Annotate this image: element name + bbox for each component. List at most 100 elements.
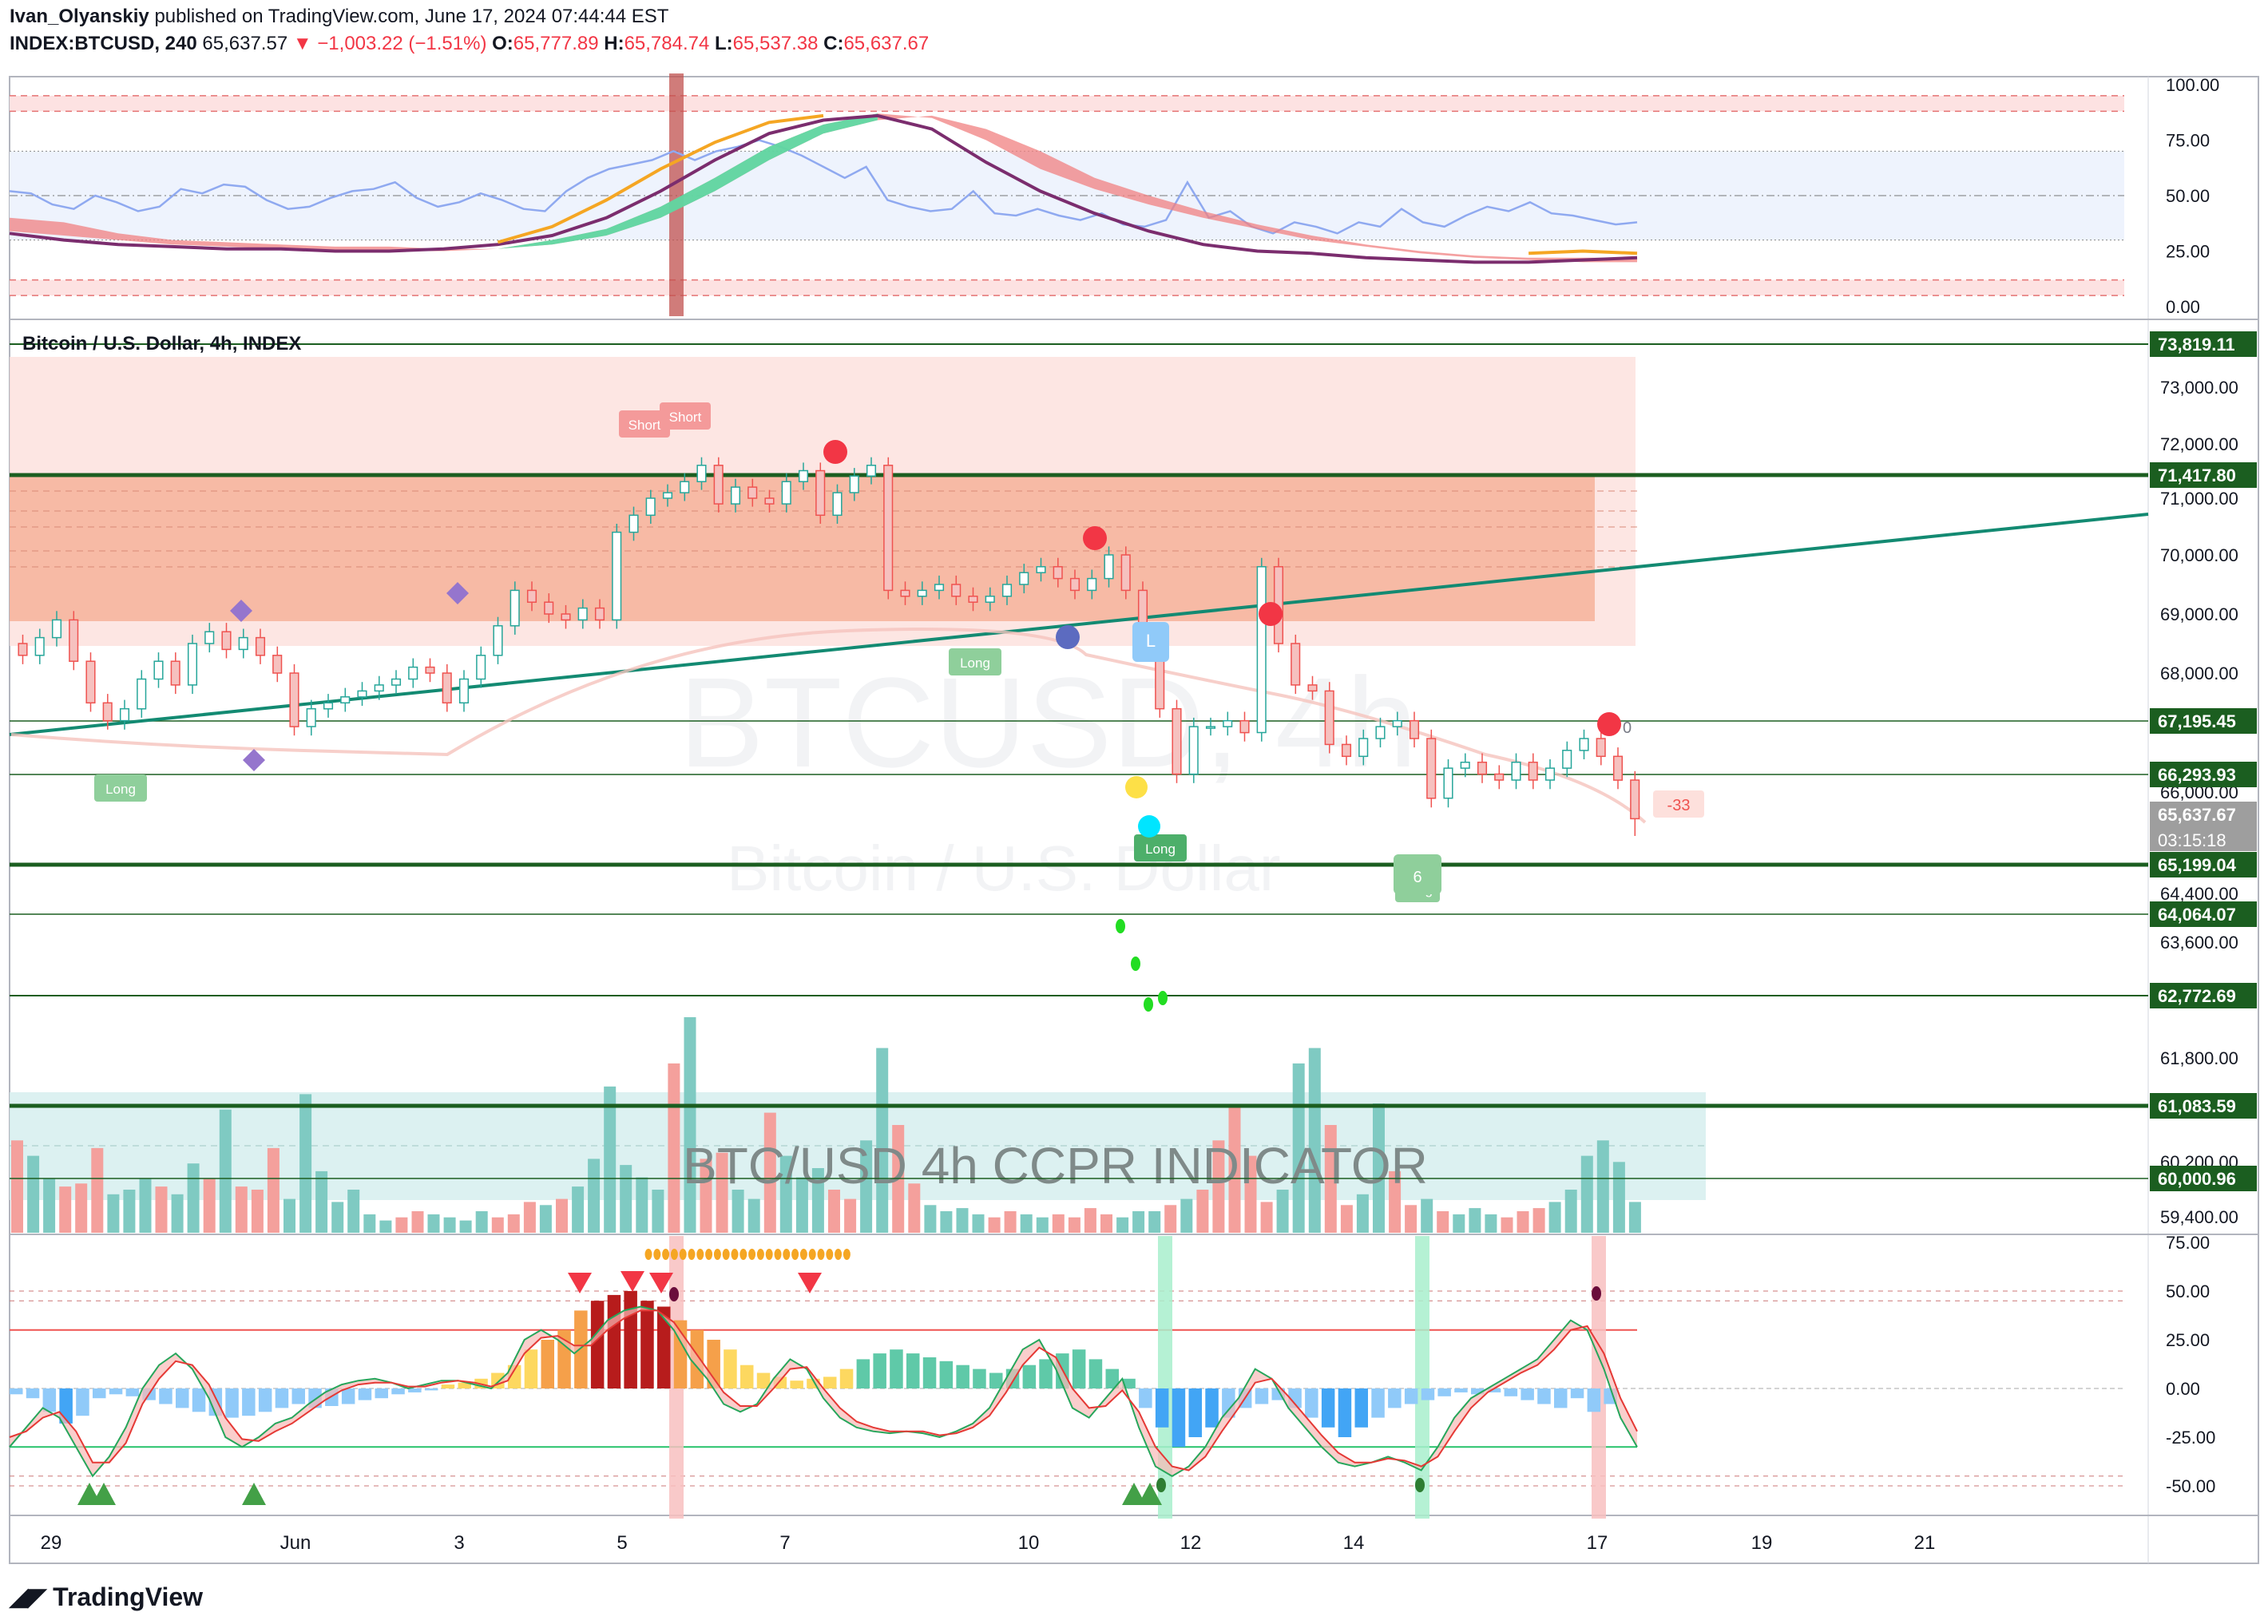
volume-bar xyxy=(1485,1214,1497,1233)
short-tag xyxy=(660,402,711,430)
histogram-bar xyxy=(657,1306,671,1388)
signal-highlight xyxy=(669,73,684,316)
histogram-bar xyxy=(109,1388,123,1395)
candle-body xyxy=(544,601,554,615)
histogram-bar xyxy=(590,1301,605,1388)
tradingview-brand[interactable]: ◢◤ TradingView xyxy=(10,1582,203,1612)
volume-bar xyxy=(1100,1214,1112,1233)
signal-dot xyxy=(799,1249,807,1260)
histogram-bar xyxy=(1205,1388,1219,1428)
level-label: 71,417.80 xyxy=(2158,465,2236,485)
histogram-bar xyxy=(922,1357,937,1388)
open-value: 65,777.89 xyxy=(513,33,599,54)
volume-bar xyxy=(411,1211,424,1233)
volume-bar xyxy=(347,1190,360,1233)
osc-ytick: 75.00 xyxy=(2166,1233,2210,1253)
histogram-bar xyxy=(1139,1388,1152,1408)
change-value: −1,003.22 (−1.51%) xyxy=(317,33,487,54)
buy-triangle xyxy=(1122,1483,1146,1505)
volume-bar xyxy=(475,1211,488,1233)
histogram-bar xyxy=(341,1388,355,1404)
candle-body xyxy=(493,625,503,656)
top-ytick: 25.00 xyxy=(2166,242,2210,262)
candle-body xyxy=(357,690,367,698)
volume-bar xyxy=(331,1202,344,1233)
x-tick: Jun xyxy=(280,1532,311,1554)
down-arrow-icon: ▼ xyxy=(292,33,312,54)
volume-bar xyxy=(155,1186,168,1233)
candle-body xyxy=(730,486,741,505)
price-ytick: 63,600.00 xyxy=(2160,933,2238,953)
candle-body xyxy=(51,619,62,639)
x-tick: 10 xyxy=(1018,1532,1040,1554)
close-label: C: xyxy=(823,33,844,54)
histogram-bar xyxy=(1454,1388,1468,1392)
level-label: 60,000.96 xyxy=(2158,1169,2236,1189)
histogram-bar xyxy=(740,1365,754,1388)
candle-body xyxy=(374,684,384,692)
candle-body xyxy=(1188,726,1199,775)
slow-line xyxy=(9,1309,1638,1472)
zero-label: 0 xyxy=(1623,719,1632,737)
volume-bar xyxy=(539,1205,552,1233)
histogram-bar xyxy=(159,1388,172,1404)
volume-bar xyxy=(811,1168,824,1233)
volume-bar xyxy=(267,1147,280,1233)
volume-bar xyxy=(91,1147,104,1233)
histogram-bar xyxy=(76,1388,89,1416)
level-label-bg xyxy=(2150,1166,2257,1191)
long-tag xyxy=(1134,834,1187,862)
volume-bar xyxy=(1036,1217,1049,1233)
sell-triangle xyxy=(621,1271,644,1292)
candle-body xyxy=(102,702,113,722)
candle-body xyxy=(713,465,724,505)
volume-bar xyxy=(1596,1140,1609,1233)
high-label: H: xyxy=(604,33,624,54)
candle-body xyxy=(1562,750,1572,769)
watermark-small: Bitcoin / U.S. Dollar xyxy=(727,833,1281,904)
oversold-band xyxy=(10,279,2124,296)
volume-bar xyxy=(1356,1194,1369,1233)
main-pane-title: Bitcoin / U.S. Dollar, 4h, INDEX xyxy=(22,333,301,355)
histogram-bar xyxy=(1088,1359,1103,1388)
candle-body xyxy=(1036,566,1046,573)
price-ytick: 59,400.00 xyxy=(2160,1207,2238,1227)
volume-bar xyxy=(668,1063,680,1233)
histogram-bar xyxy=(225,1388,239,1418)
signal-dot xyxy=(662,1249,670,1260)
countdown-label: 03:15:18 xyxy=(2158,830,2226,850)
top-ytick: 0.00 xyxy=(2166,297,2200,317)
histogram-bar xyxy=(1188,1388,1202,1437)
volume-bar xyxy=(700,1159,712,1233)
volume-bar xyxy=(1453,1214,1465,1233)
candle-body xyxy=(1409,719,1420,739)
histogram-bar xyxy=(1371,1388,1385,1418)
osc-dot xyxy=(1156,1478,1166,1492)
candle-body xyxy=(781,481,791,505)
volume-bar xyxy=(1020,1214,1033,1233)
candle-body xyxy=(510,589,520,627)
volume-bar xyxy=(123,1190,136,1233)
x-tick: 21 xyxy=(1914,1532,1936,1554)
signal-dot xyxy=(783,1249,791,1260)
level-label-bg xyxy=(2150,331,2257,357)
author-name[interactable]: Ivan_Olyanskiy xyxy=(10,6,149,27)
histogram-bar xyxy=(856,1359,870,1388)
volume-bar xyxy=(284,1198,295,1233)
signal-dot xyxy=(843,1249,850,1260)
symbol-label[interactable]: INDEX:BTCUSD, 240 xyxy=(10,33,197,54)
top-ytick: 100.00 xyxy=(2166,75,2219,95)
candle-body xyxy=(238,636,248,651)
candle-body xyxy=(798,469,809,482)
histogram-bar xyxy=(1354,1388,1368,1428)
l-tag xyxy=(1132,622,1169,662)
diamond-marker xyxy=(243,749,265,771)
publish-line: Ivan_Olyanskiy published on TradingView.… xyxy=(10,5,668,29)
top-ytick: 50.00 xyxy=(2166,186,2210,206)
osc-dot xyxy=(1415,1478,1425,1492)
price-ytick: 71,000.00 xyxy=(2160,489,2238,509)
level-label: 65,637.67 xyxy=(2158,805,2236,825)
level-label-bg xyxy=(2150,802,2257,827)
candle-body xyxy=(425,666,435,674)
histogram-bar xyxy=(1039,1359,1053,1388)
